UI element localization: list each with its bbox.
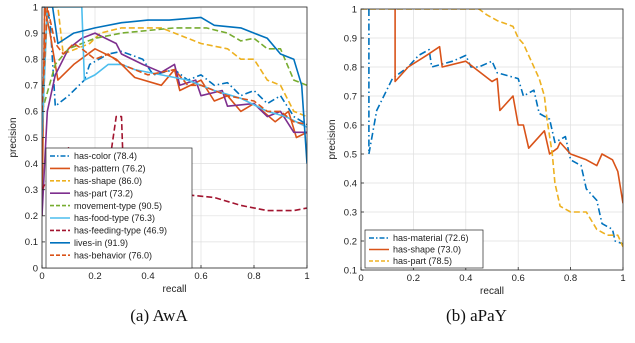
awa-series-3 bbox=[42, 32, 307, 216]
awa-y-axis-label: precision bbox=[8, 117, 19, 157]
awa-x-tick-label-4: 0.8 bbox=[247, 271, 260, 282]
apay-y-tick-label-9: 1 bbox=[352, 4, 357, 15]
apay-y-tick-label-2: 0.3 bbox=[344, 207, 357, 218]
awa-y-tick-label-9: 0.9 bbox=[25, 28, 38, 39]
apay-caption: (b) aPaY bbox=[446, 306, 507, 325]
awa-y-tick-label-3: 0.3 bbox=[25, 185, 38, 196]
apay-y-axis-label: precision bbox=[327, 119, 338, 159]
apay-y-tick-label-5: 0.6 bbox=[344, 120, 357, 131]
awa-legend-label-2: has-shape (86.0) bbox=[74, 176, 142, 186]
awa-legend-label-5: has-food-type (76.3) bbox=[74, 213, 155, 223]
awa-series-7 bbox=[42, 7, 307, 164]
awa-x-tick-label-5: 1 bbox=[304, 271, 309, 282]
apay-y-tick-label-6: 0.7 bbox=[344, 91, 357, 102]
apay-x-tick-label-2: 0.4 bbox=[459, 273, 472, 284]
apay-panel: 0 0.2 0.4 0.6 0.8 1 0.1 0.2 0.3 0.4 0.5 0.6 0.7 0.8 0.… bbox=[318, 0, 635, 343]
awa-series-1 bbox=[42, 7, 307, 216]
awa-x-tick-label-3: 0.6 bbox=[194, 271, 207, 282]
apay-y-tick-label-1: 0.2 bbox=[344, 236, 357, 247]
apay-ticks: 0 0.2 0.4 0.6 0.8 1 0.1 0.2 0.3 0.4 0.5 0.6 0.7 0.8 0.… bbox=[344, 4, 626, 284]
apay-y-tick-label-0: 0.1 bbox=[344, 265, 357, 276]
awa-y-tick-label-2: 0.2 bbox=[25, 211, 38, 222]
awa-legend-label-7: lives-in (91.9) bbox=[74, 238, 128, 248]
awa-legend-box bbox=[45, 147, 193, 269]
apay-legend-label-2: has-part (78.5) bbox=[393, 256, 452, 266]
awa-caption: (a) AwA bbox=[130, 306, 188, 325]
awa-y-tick-label-0: 0 bbox=[33, 263, 38, 274]
apay-x-tick-label-5: 1 bbox=[620, 273, 625, 284]
awa-legend-label-6: has-feeding-type (46.9) bbox=[74, 226, 167, 236]
awa-y-tick-label-1: 0.1 bbox=[25, 237, 38, 248]
awa-y-tick-label-7: 0.7 bbox=[25, 81, 38, 92]
awa-legend-label-8: has-behavior (76.0) bbox=[74, 250, 152, 260]
awa-y-tick-label-5: 0.5 bbox=[25, 133, 38, 144]
apay-x-tick-label-3: 0.6 bbox=[512, 273, 525, 284]
awa-series-8 bbox=[42, 7, 307, 126]
apay-legend: has-material (72.6) has-shape (73.0)has-p… bbox=[364, 229, 484, 269]
apay-chart: 0 0.2 0.4 0.6 0.8 1 0.1 0.2 0.3 0.4 0.5 0.6 0.7 0.8 0.… bbox=[327, 4, 626, 297]
awa-y-tick-label-8: 0.8 bbox=[25, 55, 38, 66]
awa-legend-label-3: has-part (73.2) bbox=[74, 188, 133, 198]
awa-panel: 0 0.2 0.4 0.6 0.8 1 0 0.1 0.2 0.3 0.4 0.5 0.6 0.7 0.8 0… bbox=[8, 2, 310, 325]
awa-y-tick-label-6: 0.6 bbox=[25, 107, 38, 118]
awa-ticks: 0 0.2 0.4 0.6 0.8 1 0 0.1 0.2 0.3 0.4 0.5 0.6 0.7 0.8 0… bbox=[25, 2, 310, 282]
awa-series-2 bbox=[42, 7, 307, 138]
apay-legend-label-1: has-shape (73.0) bbox=[393, 245, 461, 255]
awa-x-tick-label-2: 0.4 bbox=[141, 271, 154, 282]
apay-series-2 bbox=[361, 9, 623, 248]
apay-y-tick-label-8: 0.9 bbox=[344, 33, 357, 44]
awa-y-tick-label-4: 0.4 bbox=[25, 159, 38, 170]
awa-legend: has-color (78.4) has-pattern (76.2) has-sh… bbox=[45, 147, 193, 269]
awa-series-4 bbox=[42, 27, 307, 112]
awa-legend-label-0: has-color (78.4) bbox=[74, 151, 137, 161]
apay-x-tick-label-0: 0 bbox=[358, 273, 363, 284]
awa-legend-label-4: movement-type (90.5) bbox=[74, 201, 162, 211]
awa-x-tick-label-1: 0.2 bbox=[88, 271, 101, 282]
apay-x-axis-label: recall bbox=[480, 286, 504, 297]
awa-chart: 0 0.2 0.4 0.6 0.8 1 0 0.1 0.2 0.3 0.4 0.5 0.6 0.7 0.8 0… bbox=[8, 2, 310, 295]
awa-x-axis-label: recall bbox=[163, 284, 187, 295]
apay-series-layer bbox=[361, 9, 623, 248]
apay-series-0 bbox=[368, 9, 623, 245]
awa-x-tick-label-0: 0 bbox=[39, 271, 44, 282]
apay-plot-frame bbox=[360, 8, 624, 271]
apay-legend-label-0: has-material (72.6) bbox=[393, 233, 469, 243]
awa-legend-label-1: has-pattern (76.2) bbox=[74, 164, 146, 174]
apay-y-tick-label-4: 0.5 bbox=[344, 149, 357, 160]
awa-y-tick-label-10: 1 bbox=[33, 2, 38, 13]
apay-series-1 bbox=[394, 9, 623, 204]
apay-y-tick-label-7: 0.8 bbox=[344, 62, 357, 73]
apay-y-tick-label-3: 0.4 bbox=[344, 178, 357, 189]
apay-x-tick-label-4: 0.8 bbox=[564, 273, 577, 284]
apay-x-tick-label-1: 0.2 bbox=[407, 273, 420, 284]
